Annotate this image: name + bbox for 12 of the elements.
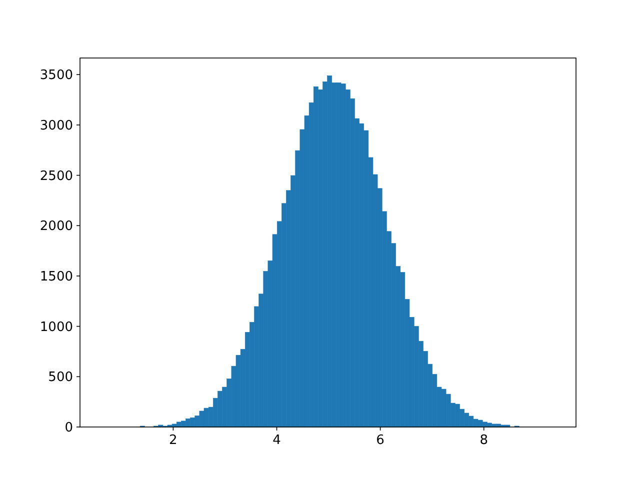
y-tick-label: 3500 — [40, 68, 73, 84]
y-tick-label: 500 — [48, 370, 73, 386]
y-tick-label: 1500 — [40, 270, 73, 285]
y-tick-label: 2000 — [40, 219, 73, 234]
x-tick-label: 6 — [376, 433, 384, 448]
x-tick-label: 2 — [169, 433, 178, 448]
x-tick-label: 4 — [272, 433, 281, 448]
y-tick-label: 1000 — [40, 320, 73, 335]
y-tick-label: 0 — [64, 420, 73, 436]
y-tick-label: 2500 — [40, 168, 73, 184]
x-tick-label: 8 — [480, 433, 488, 448]
y-tick-label: 3000 — [40, 118, 73, 134]
